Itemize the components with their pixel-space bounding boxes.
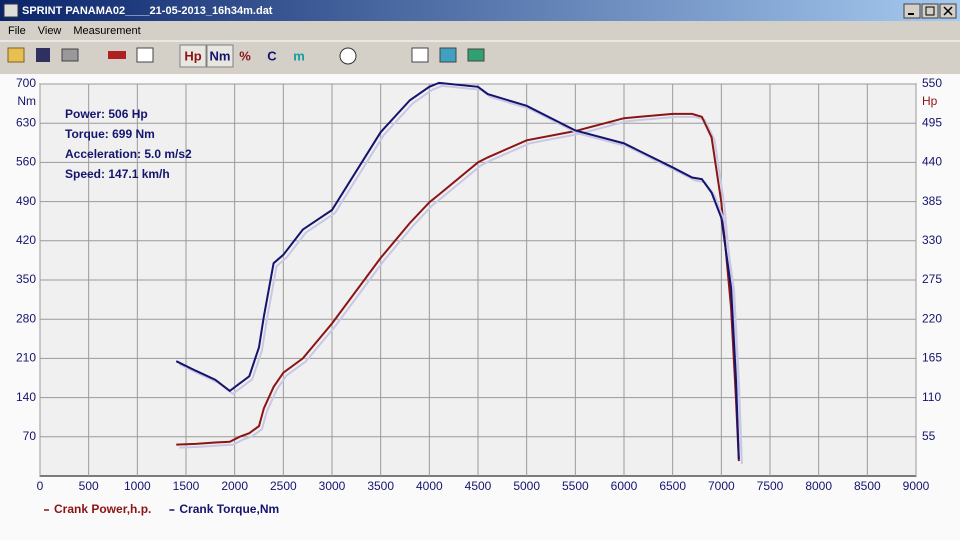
x-tick-label: 500 (79, 479, 99, 493)
car-icon[interactable] (108, 51, 126, 59)
x-tick-label: 5000 (513, 479, 540, 493)
y-tick-label: 630 (16, 115, 36, 129)
x-tick-label: 1500 (173, 479, 200, 493)
legend-label: Crank Torque,Nm (179, 502, 279, 516)
x-tick-label: 9000 (903, 479, 930, 493)
minimize-button[interactable] (903, 3, 921, 19)
y-tick-label: 560 (16, 155, 36, 169)
title-bar (0, 0, 960, 21)
x-tick-label: 6000 (611, 479, 638, 493)
window-buttons[interactable] (903, 3, 957, 19)
chart: 0 500 1000 1500 2000 2500 3000 3500 4000 4500 5000… (16, 76, 942, 516)
y-tick-label: 140 (16, 390, 36, 404)
x-tick-label: 3000 (319, 479, 346, 493)
app-icon (3, 3, 19, 18)
y2-tick-label: 220 (922, 311, 942, 325)
toolbar-label[interactable]: Nm (210, 48, 231, 63)
y-tick-label: 210 (16, 351, 36, 365)
menu-item[interactable]: File (8, 25, 26, 37)
y2-tick-label: 110 (922, 390, 941, 404)
annotation: Power: 506 Hp (65, 107, 148, 121)
y-axis-label: Nm (17, 94, 36, 108)
toolbar-label[interactable]: m (293, 48, 305, 63)
y-tick-label: 700 (16, 76, 36, 90)
open-icon[interactable] (7, 47, 25, 63)
y-tick-label: 280 (16, 311, 36, 325)
y2-tick-label: 275 (922, 272, 942, 286)
graph-icon[interactable] (411, 47, 429, 63)
gauge-icon[interactable] (339, 47, 357, 65)
x-tick-label: 4500 (465, 479, 492, 493)
x-tick-label: 3500 (367, 479, 394, 493)
toolbar-label[interactable]: C (267, 48, 277, 63)
nm-button[interactable] (206, 44, 234, 68)
y2-tick-label: 330 (922, 233, 942, 247)
x-tick-label: 0 (37, 479, 44, 493)
series-line (176, 112, 740, 462)
screen-icon[interactable] (439, 47, 457, 63)
window-title: SPRINT PANAMA02____21-05-2013_16h34m.dat (22, 5, 273, 17)
y-tick-label: 350 (16, 272, 36, 286)
y-tick-label: 490 (16, 194, 36, 208)
y2-axis-label: Hp (922, 94, 938, 108)
x-tick-label: 7500 (757, 479, 784, 493)
series-line (175, 81, 740, 460)
x-tick-label: 6500 (659, 479, 686, 493)
annotation: Acceleration: 5.0 m/s2 (65, 147, 192, 161)
x-tick-label: 8000 (805, 479, 832, 493)
x-tick-label: 2000 (221, 479, 248, 493)
y2-tick-label: 165 (922, 351, 942, 365)
annotation: Speed: 147.1 km/h (65, 167, 170, 181)
maximize-glyph (925, 6, 935, 16)
close-glyph (943, 6, 953, 16)
y2-tick-label: 440 (922, 155, 942, 169)
menu-item[interactable]: Measurement (73, 25, 140, 37)
maximize-button[interactable] (921, 3, 939, 19)
menu-item[interactable]: View (38, 25, 62, 37)
y-tick-label: 420 (16, 233, 36, 247)
save-icon[interactable] (36, 48, 50, 62)
x-tick-label: 4000 (416, 479, 443, 493)
export-icon[interactable] (467, 48, 485, 62)
y-tick-label: 70 (23, 429, 37, 443)
x-tick-label: 8500 (854, 479, 881, 493)
legend-label: Crank Power,h.p. (54, 502, 151, 516)
hp-button[interactable] (179, 44, 207, 68)
x-tick-label: 5500 (562, 479, 589, 493)
annotation: Torque: 699 Nm (65, 127, 155, 141)
menu-bar: File View Measurement (8, 25, 141, 37)
x-tick-label: 2500 (270, 479, 297, 493)
x-tick-label: 7000 (708, 479, 735, 493)
y2-tick-label: 495 (922, 115, 942, 129)
x-tick-label: 1000 (124, 479, 151, 493)
y2-tick-label: 550 (922, 76, 942, 90)
y2-tick-label: 55 (922, 429, 936, 443)
toolbar-label[interactable]: % (239, 48, 251, 63)
y2-tick-label: 385 (922, 194, 942, 208)
toolbar-label[interactable]: Hp (184, 48, 201, 63)
print-icon[interactable] (61, 48, 79, 62)
chart-icon[interactable] (136, 47, 154, 63)
